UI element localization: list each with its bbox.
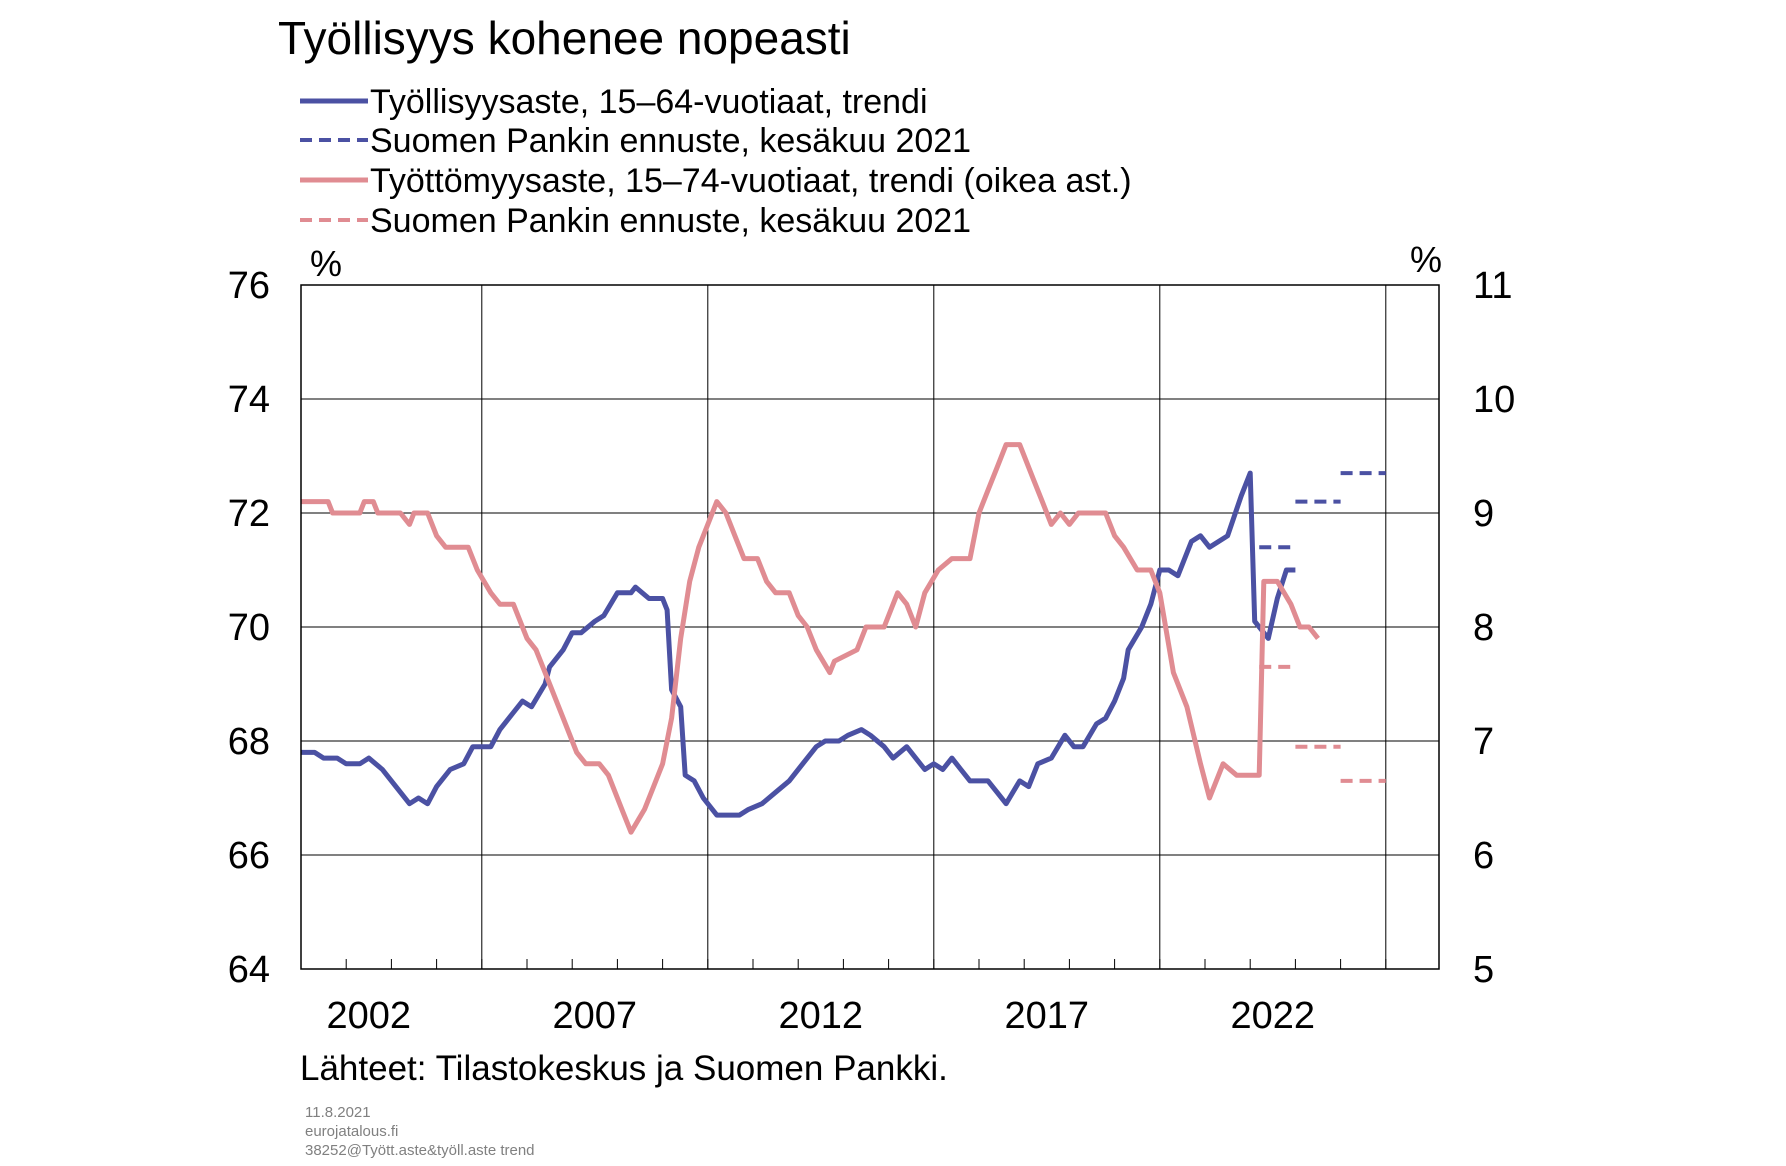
series-lines: [301, 442, 1386, 835]
footer-site: eurojatalous.fi: [305, 1123, 398, 1140]
plot-frame: [300, 284, 1440, 970]
legend: Työllisyysaste, 15–64-vuotiaat, trendi S…: [300, 83, 1132, 240]
x-tick-label: 2002: [327, 995, 412, 1037]
chart-title: Työllisyys kohenee nopeasti: [278, 12, 851, 64]
legend-label-unemployment: Työttömyysaste, 15–74-vuotiaat, trendi (…: [370, 162, 1132, 200]
y-right-tick-label: 9: [1473, 493, 1494, 535]
series-employment-rate: [301, 470, 1296, 818]
y-left-tick-label: 72: [228, 493, 270, 535]
left-axis-unit: %: [310, 243, 342, 284]
legend-label-unemployment-forecast: Suomen Pankin ennuste, kesäkuu 2021: [370, 202, 971, 240]
y-left-tick-label: 70: [228, 607, 270, 649]
x-tick-label: 2012: [779, 995, 864, 1037]
y-left-tick-label: 64: [228, 949, 270, 991]
legend-label-employment-forecast: Suomen Pankin ennuste, kesäkuu 2021: [370, 122, 971, 160]
y-left-tick-label: 74: [228, 379, 270, 421]
y-left-tick-label: 76: [228, 265, 270, 307]
x-tick-label: 2017: [1005, 995, 1090, 1037]
y-right-tick-label: 8: [1473, 607, 1494, 649]
y-right-tick-label: 11: [1473, 265, 1512, 307]
y-right-tick-label: 6: [1473, 835, 1494, 877]
series-unemployment-rate: [301, 442, 1320, 835]
x-tick-label: 2022: [1231, 995, 1316, 1037]
y-left-tick-label: 68: [228, 721, 270, 763]
source-note: Lähteet: Tilastokeskus ja Suomen Pankki.: [300, 1049, 948, 1088]
legend-label-employment: Työllisyysaste, 15–64-vuotiaat, trendi: [370, 83, 928, 121]
y-right-tick-label: 5: [1473, 949, 1494, 991]
y-left-tick-label: 66: [228, 835, 270, 877]
footer-date: 11.8.2021: [305, 1104, 371, 1121]
x-tick-label: 2007: [553, 995, 638, 1037]
y-right-tick-label: 10: [1473, 379, 1515, 421]
footer-code: 38252@Tyött.aste&työll.aste trend: [305, 1142, 535, 1159]
y-right-tick-label: 7: [1473, 721, 1494, 763]
right-axis-unit: %: [1410, 239, 1442, 280]
